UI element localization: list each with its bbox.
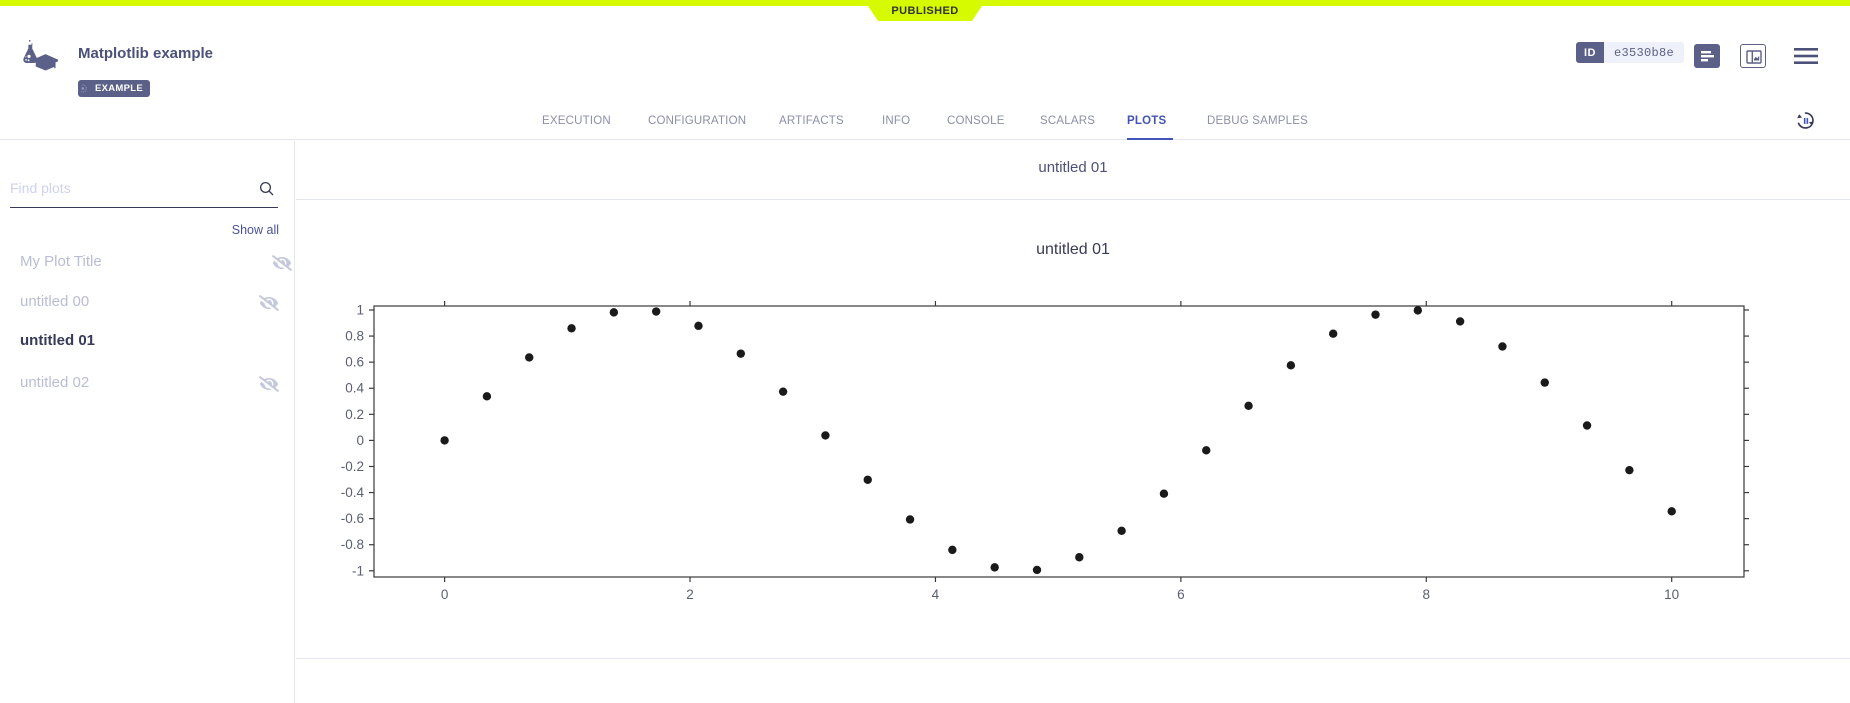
svg-text:-1: -1 — [352, 563, 364, 578]
svg-text:0.2: 0.2 — [345, 407, 364, 422]
svg-text:0: 0 — [356, 433, 364, 448]
svg-text:-0.6: -0.6 — [341, 511, 364, 526]
svg-text:10: 10 — [1664, 587, 1679, 602]
svg-text:6: 6 — [1177, 587, 1185, 602]
svg-text:0.6: 0.6 — [345, 355, 364, 370]
svg-text:8: 8 — [1423, 587, 1431, 602]
svg-text:2: 2 — [686, 587, 694, 602]
svg-text:-0.8: -0.8 — [341, 537, 364, 552]
svg-text:0.4: 0.4 — [345, 381, 364, 396]
svg-text:4: 4 — [932, 587, 940, 602]
svg-text:1: 1 — [356, 303, 364, 318]
svg-text:-0.2: -0.2 — [341, 459, 364, 474]
svg-text:0: 0 — [441, 587, 449, 602]
svg-text:0.8: 0.8 — [345, 329, 364, 344]
svg-text:-0.4: -0.4 — [341, 485, 365, 500]
